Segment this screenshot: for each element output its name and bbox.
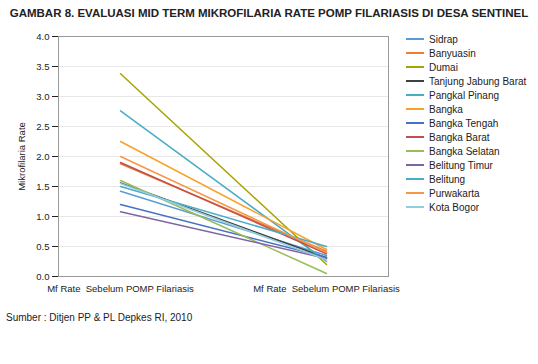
- html-text:Banyuasin: Banyuasin: [429, 47, 476, 59]
- svg-text:2.0: 2.0: [36, 151, 49, 162]
- svg-text:4.0: 4.0: [36, 31, 49, 42]
- svg-text:1.5: 1.5: [36, 181, 49, 192]
- svg-text:Mf Rate Sebelum POMP Filarias: Mf Rate Sebelum POMP Filariasis: [47, 284, 194, 295]
- html-text:Pangkal Pinang: Pangkal Pinang: [429, 89, 500, 101]
- html-text:Kota Bogor: Kota Bogor: [429, 201, 479, 213]
- html-text:Belitung: Belitung: [429, 173, 466, 185]
- html-text:Sumber : Ditjen PP & PL Depkes: Sumber : Ditjen PP & PL Depkes RI, 2010: [6, 312, 193, 324]
- svg-text:0.0: 0.0: [36, 271, 49, 282]
- html-text:Tanjung Jabung Barat: Tanjung Jabung Barat: [429, 75, 527, 87]
- html-text:Bangka Tengah: Bangka Tengah: [429, 117, 499, 129]
- html-text:Dumai: Dumai: [429, 61, 458, 73]
- html-text:GAMBAR 8. EVALUASI MID TERM MI: GAMBAR 8. EVALUASI MID TERM MIKROFILARIA…: [9, 7, 529, 19]
- html-text:Sidrap: Sidrap: [429, 33, 458, 45]
- svg-text:Mikrofilaria Rate: Mikrofilaria Rate: [16, 123, 27, 192]
- svg-text:Mf Rate Sebelum POMP Filarias: Mf Rate Sebelum POMP Filariasis: [253, 284, 400, 295]
- html-text:Bangka: Bangka: [429, 103, 463, 115]
- svg-text:0.5: 0.5: [36, 241, 49, 252]
- html-text:Belitung Timur: Belitung Timur: [429, 159, 493, 171]
- svg-text:3.0: 3.0: [36, 91, 49, 102]
- html-text:Purwakarta: Purwakarta: [429, 187, 480, 199]
- html-text:Bangka Barat: Bangka Barat: [429, 131, 490, 143]
- svg-text:3.5: 3.5: [36, 61, 49, 72]
- html-text:Bangka Selatan: Bangka Selatan: [429, 145, 500, 157]
- svg-text:2.5: 2.5: [36, 121, 49, 132]
- svg-text:1.0: 1.0: [36, 211, 49, 222]
